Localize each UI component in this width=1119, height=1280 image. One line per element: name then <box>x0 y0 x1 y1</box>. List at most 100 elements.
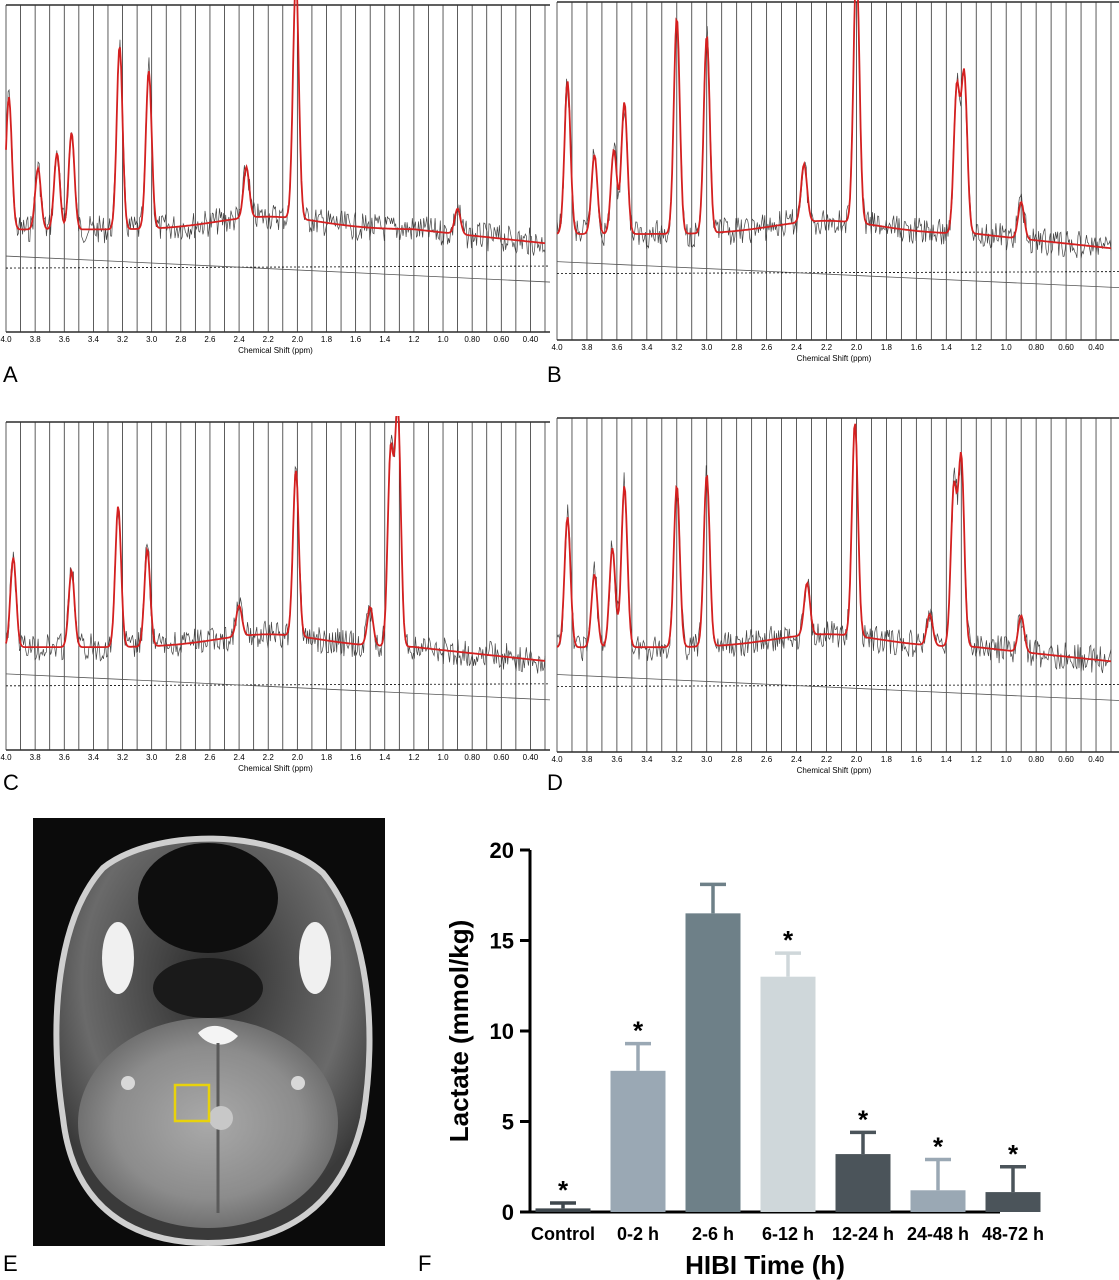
fit-baseline <box>5 255 550 283</box>
x-tick-label: 0.40 <box>523 753 539 762</box>
x-tick-label: 2.0 <box>292 335 304 344</box>
x-tick-label: 2-6 h <box>692 1224 734 1244</box>
x-axis-label: Chemical Shift (ppm) <box>238 764 313 773</box>
x-tick-label: 4.0 <box>0 335 12 344</box>
x-tick-label: 1.8 <box>321 753 333 762</box>
x-tick-label: 2.2 <box>821 343 833 352</box>
x-tick-label: 3.4 <box>88 335 100 344</box>
x-tick-label: 3.6 <box>59 335 71 344</box>
x-tick-label: 2.4 <box>791 343 803 352</box>
mri-axial-image <box>33 818 385 1247</box>
x-axis-label: Chemical Shift (ppm) <box>797 354 872 363</box>
x-tick-label: 2.6 <box>204 753 216 762</box>
x-tick-label: 1.4 <box>379 335 391 344</box>
bar <box>685 913 741 1212</box>
x-tick-label: 1.2 <box>408 335 420 344</box>
bar <box>535 1208 591 1212</box>
x-tick-label: 3.0 <box>701 755 713 764</box>
x-tick-label: 0.60 <box>1058 343 1074 352</box>
x-tick-label: 0.80 <box>464 335 480 344</box>
x-tick-label: 2.4 <box>234 753 246 762</box>
x-tick-label: 0.40 <box>1088 755 1104 764</box>
bar <box>610 1070 666 1212</box>
y-tick-label: 20 <box>490 838 514 863</box>
spectrum-panel-d: 4.0 3.8 3.6 3.4 3.2 3.0 2.8 2.6 2.4 2.2 2.0 1.8 1.6 1… <box>551 417 1119 775</box>
panel-label-b: B <box>547 362 562 387</box>
dotted-baseline <box>556 684 1119 687</box>
dotted-baseline <box>5 683 550 687</box>
significance-marker: * <box>858 1104 869 1134</box>
x-tick-label: 1.8 <box>321 335 333 344</box>
x-tick-label: 12-24 h <box>832 1224 894 1244</box>
x-tick-label: 0-2 h <box>617 1224 659 1244</box>
x-tick-label: 3.4 <box>641 755 653 764</box>
y-axis-label: Lactate (mmol/kg) <box>444 920 474 1143</box>
panel-label-a: A <box>3 362 18 387</box>
x-tick-label: 2.8 <box>175 753 187 762</box>
panel-label-d: D <box>547 770 563 795</box>
x-tick-label: 1.6 <box>350 753 362 762</box>
fitted-spectrum <box>5 416 546 662</box>
x-axis-label: HIBI Time (h) <box>685 1250 845 1280</box>
x-tick-label: 3.8 <box>30 335 42 344</box>
x-tick-label: 3.8 <box>581 343 593 352</box>
x-tick-label: 48-72 h <box>982 1224 1044 1244</box>
x-axis-label: Chemical Shift (ppm) <box>238 346 313 355</box>
x-tick-label: 3.4 <box>88 753 100 762</box>
bar <box>835 1154 891 1212</box>
panel-label-f: F <box>418 1251 432 1276</box>
x-tick-label: 2.2 <box>263 335 275 344</box>
y-tick-label: 15 <box>490 929 514 954</box>
x-tick-label: 0.60 <box>1058 755 1074 764</box>
x-tick-label: 2.0 <box>851 755 863 764</box>
spectrum-panel-b: 4.0 3.8 3.6 3.4 3.2 3.0 2.8 2.6 2.4 2.2 2.0 1.8 1.6 1… <box>551 0 1119 363</box>
x-tick-label: 1.6 <box>911 343 923 352</box>
bar <box>985 1192 1041 1212</box>
x-tick-label: 2.4 <box>234 335 246 344</box>
x-tick-label: 2.0 <box>292 753 304 762</box>
x-tick-label: 1.4 <box>941 343 953 352</box>
significance-marker: * <box>783 925 794 955</box>
x-tick-label: 4.0 <box>551 755 563 764</box>
spectrum-panel-c: 4.0 3.8 3.6 3.4 3.2 3.0 2.8 2.6 2.4 2.2 2.0 1.8 1.6 1… <box>0 416 550 773</box>
x-tick-label: 3.6 <box>611 755 623 764</box>
significance-marker: * <box>933 1132 944 1162</box>
x-tick-label: 2.6 <box>761 343 773 352</box>
x-tick-label: 0.40 <box>1088 343 1104 352</box>
x-tick-label: 1.2 <box>971 343 983 352</box>
x-tick-label: 1.2 <box>408 753 420 762</box>
raw-spectrum <box>5 416 546 674</box>
x-tick-label: 3.2 <box>117 335 129 344</box>
x-tick-label: 1.2 <box>971 755 983 764</box>
x-tick-label: 0.40 <box>523 335 539 344</box>
fit-baseline <box>556 261 1119 289</box>
x-axis-label: Chemical Shift (ppm) <box>797 766 872 775</box>
x-tick-label: 3.6 <box>59 753 71 762</box>
x-tick-label: 1.8 <box>881 755 893 764</box>
x-tick-label: 1.0 <box>437 753 449 762</box>
x-tick-label: 1.6 <box>911 755 923 764</box>
x-tick-label: 3.2 <box>117 753 129 762</box>
fitted-spectrum <box>556 423 1112 663</box>
x-tick-label: 2.4 <box>791 755 803 764</box>
x-tick-label: 3.8 <box>581 755 593 764</box>
x-tick-label: 0.80 <box>1028 755 1044 764</box>
x-tick-label: 1.8 <box>881 343 893 352</box>
x-tick-label: 3.6 <box>611 343 623 352</box>
x-tick-label: 2.2 <box>263 753 275 762</box>
x-tick-label: 6-12 h <box>762 1224 814 1244</box>
x-tick-label: 2.2 <box>821 755 833 764</box>
x-tick-label: 2.8 <box>175 335 187 344</box>
x-tick-label: 0.80 <box>1028 343 1044 352</box>
dotted-baseline <box>556 271 1119 275</box>
x-tick-label: 3.0 <box>701 343 713 352</box>
x-tick-label: 1.6 <box>350 335 362 344</box>
x-tick-label: 1.4 <box>941 755 953 764</box>
panel-label-c: C <box>3 770 19 795</box>
raw-spectrum <box>556 0 1112 259</box>
x-tick-label: 2.8 <box>731 343 743 352</box>
x-tick-label: 1.4 <box>379 753 391 762</box>
x-tick-label: 3.2 <box>671 343 683 352</box>
x-tick-label: 24-48 h <box>907 1224 969 1244</box>
fit-baseline <box>5 673 550 701</box>
